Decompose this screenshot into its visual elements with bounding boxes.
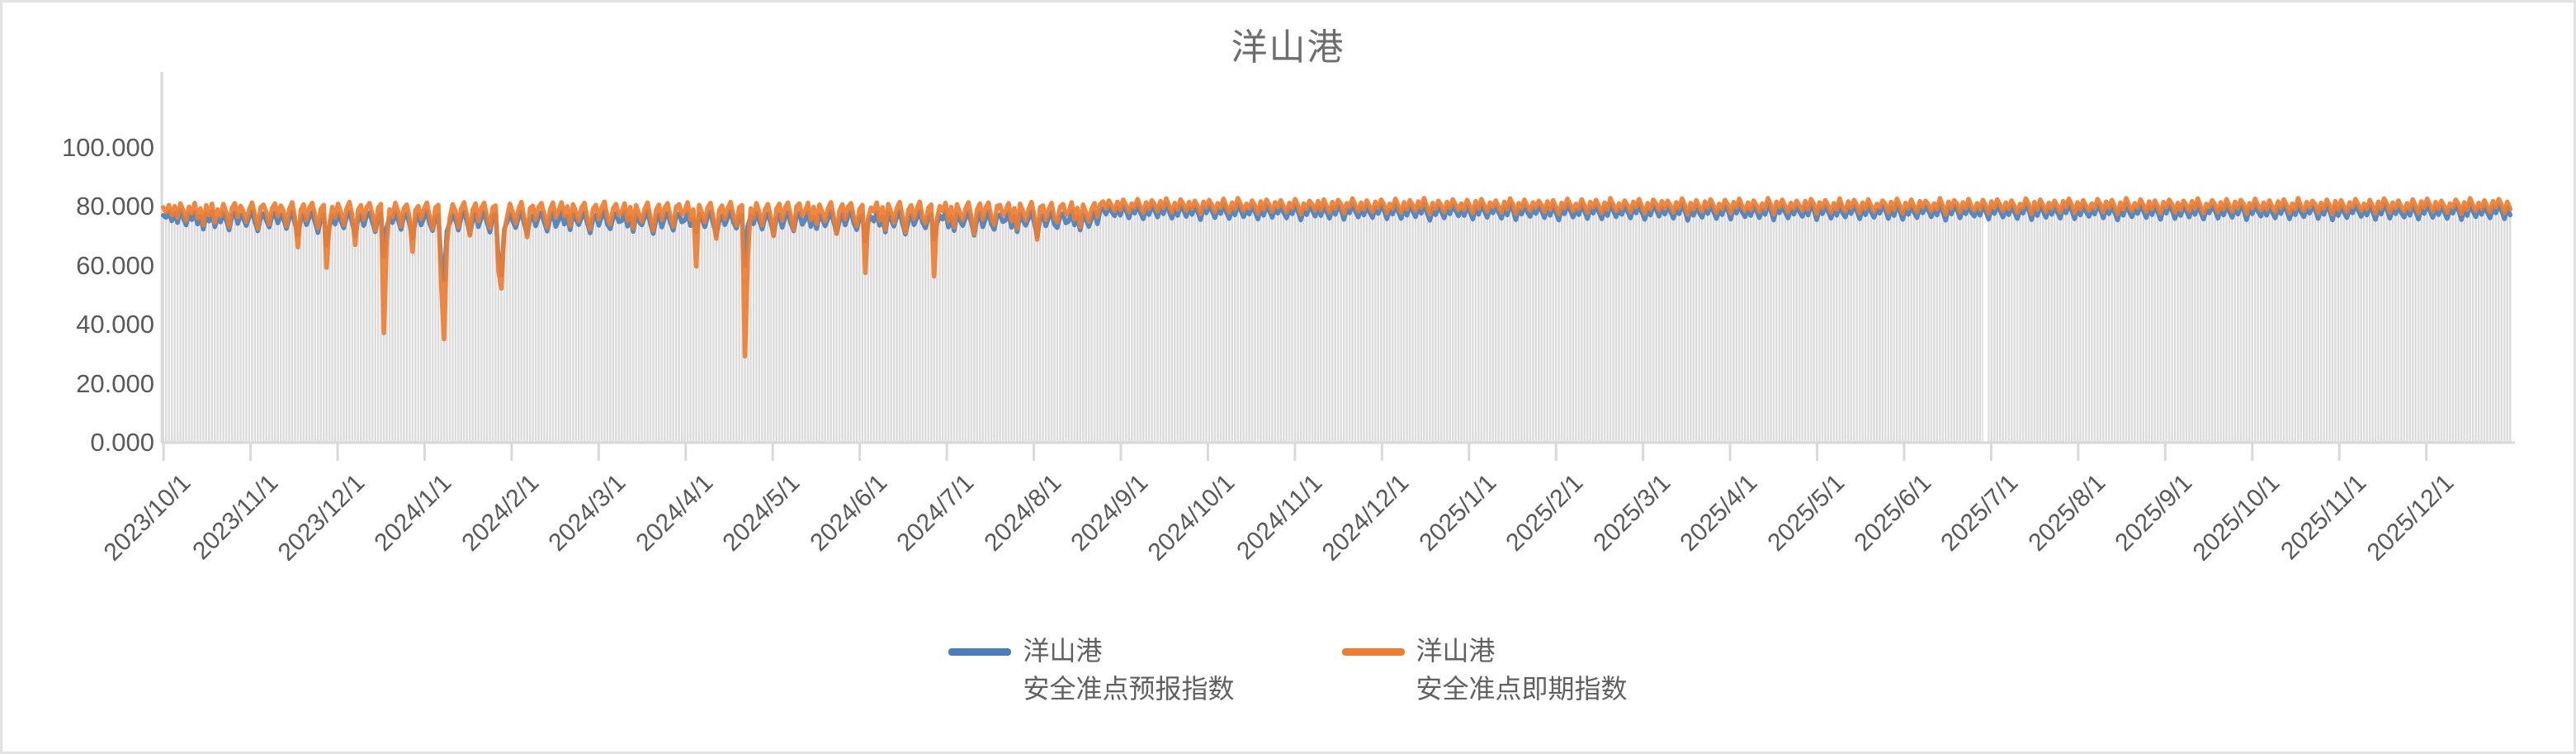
x-axis-tick-label: 2023/11/1 xyxy=(187,469,283,566)
x-axis-tick-label: 2025/9/1 xyxy=(2110,469,2198,557)
background-bars xyxy=(162,205,2512,443)
legend-label: 洋山港安全准点预报指数 xyxy=(1023,632,1234,709)
x-axis-tick-label: 2024/5/1 xyxy=(717,469,806,557)
chart-legend: 洋山港 安全准点预报指数 洋山港 安全准点即期指数 xyxy=(2,632,2574,709)
legend-color-swatch xyxy=(948,648,1012,656)
x-axis-tick-label: 2025/2/1 xyxy=(1501,469,1589,557)
x-axis-tick-label: 2025/3/1 xyxy=(1588,469,1676,557)
x-axis-tick-label: 2024/9/1 xyxy=(1066,469,1154,557)
x-axis-tick-label: 2025/7/1 xyxy=(1936,469,2024,557)
x-axis-tick-label: 2025/12/1 xyxy=(2361,469,2459,567)
data-gap xyxy=(1983,148,1988,443)
x-axis-tick-label: 2025/4/1 xyxy=(1675,469,1763,557)
x-axis-tick-label: 2024/7/1 xyxy=(891,469,980,557)
y-axis-tick-label: 60.000 xyxy=(76,250,154,280)
x-axis-tick-label: 2025/5/1 xyxy=(1761,469,1850,557)
y-axis-tick-label: 20.000 xyxy=(76,368,154,398)
legend-label: 洋山港安全准点即期指数 xyxy=(1416,632,1628,709)
x-axis-tick-label: 2025/1/1 xyxy=(1414,469,1502,557)
x-axis-tick-label: 2024/3/1 xyxy=(543,469,631,557)
legend-label-line1: 洋山港 xyxy=(1416,636,1496,666)
y-axis-labels: 100.000 80.000 60.000 40.000 20.000 0.000 xyxy=(2,2,154,752)
x-axis-tick-label: 2024/11/1 xyxy=(1231,469,1328,566)
legend-color-swatch xyxy=(1341,648,1405,656)
y-axis-tick-label: 100.000 xyxy=(61,133,154,162)
x-axis-tick-label: 2025/11/1 xyxy=(2276,469,2372,566)
x-axis-tick-label: 2023/12/1 xyxy=(272,469,371,567)
y-axis-tick-label: 0.000 xyxy=(90,428,154,457)
x-axis-tick-label: 2024/12/1 xyxy=(1316,469,1415,567)
x-axis-tick-label: 2025/10/1 xyxy=(2187,469,2285,567)
y-axis-tick-label: 80.000 xyxy=(76,192,154,221)
x-axis-tick-label: 2024/6/1 xyxy=(805,469,892,557)
axis-lines xyxy=(160,72,2515,444)
legend-label-line2: 安全准点预报指数 xyxy=(1023,674,1235,704)
series-line-spot xyxy=(160,196,2513,359)
y-axis-tick-label: 40.000 xyxy=(76,310,154,339)
legend-label-line2: 安全准点即期指数 xyxy=(1416,674,1628,704)
x-axis-tick-label: 2025/6/1 xyxy=(1849,469,1937,557)
x-axis-tick-label: 2024/8/1 xyxy=(978,469,1066,557)
x-axis-tick-label: 2024/4/1 xyxy=(631,469,719,557)
x-axis-tick-label: 2025/8/1 xyxy=(2023,469,2111,557)
legend-label-line1: 洋山港 xyxy=(1023,636,1103,666)
legend-item[interactable]: 洋山港安全准点预报指数 xyxy=(948,632,1235,709)
page-title: 洋山港 xyxy=(1231,27,1345,68)
x-axis-tick-label: 2024/2/1 xyxy=(456,469,545,557)
x-axis-ticks xyxy=(162,443,2428,461)
x-axis-tick-label: 2023/10/1 xyxy=(98,469,196,567)
x-axis-tick-label: 2024/10/1 xyxy=(1143,469,1241,567)
x-axis-tick-label: 2024/1/1 xyxy=(369,469,457,557)
legend-item[interactable]: 洋山港安全准点即期指数 xyxy=(1341,632,1628,709)
